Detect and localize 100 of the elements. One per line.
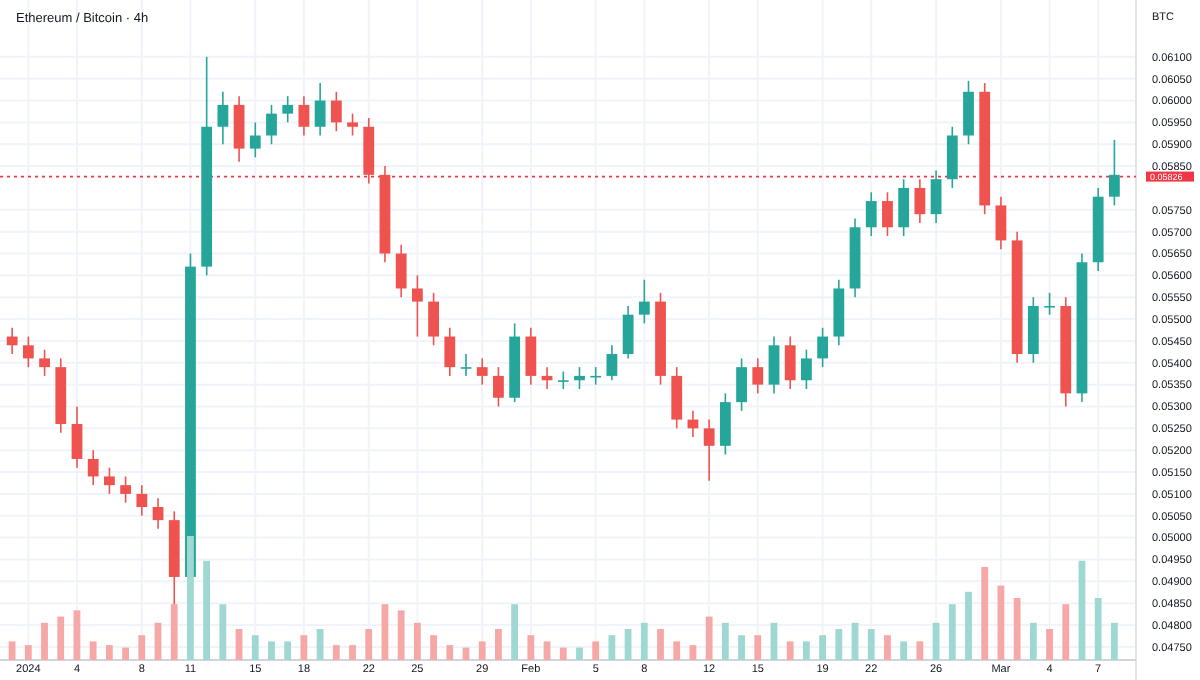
candlestick (946, 125, 958, 189)
bar (511, 604, 519, 660)
bar (640, 622, 648, 660)
candlestick (865, 191, 877, 237)
candlestick (898, 178, 910, 237)
candlestick (606, 344, 618, 382)
bar (122, 647, 129, 660)
bar (543, 641, 551, 660)
candlestick (6, 327, 18, 355)
bar (430, 635, 437, 660)
bar (284, 641, 292, 660)
candlestick (1108, 139, 1120, 207)
bar (1062, 604, 1070, 660)
candlestick (71, 405, 83, 469)
candlestick (104, 466, 115, 495)
candlestick (963, 80, 974, 146)
bar (138, 635, 146, 660)
bar (24, 645, 32, 660)
candlestick (444, 327, 456, 377)
bar (738, 635, 745, 660)
candlestick (249, 121, 261, 159)
bar (819, 635, 827, 660)
bar (916, 641, 924, 660)
bar (268, 641, 275, 660)
candlestick (1044, 292, 1055, 316)
bar (835, 629, 843, 660)
bar (981, 567, 989, 660)
bar (802, 641, 810, 660)
candlestick (476, 357, 488, 386)
candlestick (22, 335, 34, 368)
candlestick (671, 366, 683, 430)
bar (203, 560, 211, 660)
candlestick (282, 95, 294, 124)
candlestick (784, 335, 796, 390)
bar (349, 645, 356, 660)
bar (446, 645, 454, 660)
bar (673, 641, 681, 660)
candlestick (460, 353, 472, 377)
bar (57, 616, 65, 660)
candlestick (152, 497, 164, 530)
bar (705, 616, 713, 660)
candlestick (314, 82, 326, 137)
candlestick (768, 335, 780, 395)
candlestick (736, 357, 747, 412)
bar (721, 622, 729, 660)
candlestick (395, 243, 407, 299)
bar (365, 629, 373, 660)
candlestick (347, 112, 358, 137)
bar (170, 604, 178, 660)
bar (1110, 622, 1118, 660)
candlestick (298, 95, 310, 137)
bar (89, 641, 97, 660)
candlestick (411, 274, 423, 338)
bar (754, 635, 762, 660)
bar (397, 610, 405, 660)
candlestick (120, 475, 132, 504)
bar (332, 645, 340, 660)
candlestick (525, 327, 537, 386)
candlestick (703, 418, 715, 482)
candlestick (882, 191, 893, 237)
bar (41, 622, 48, 660)
candlestick (914, 178, 926, 224)
candlestick (638, 278, 650, 325)
candlestick (266, 104, 277, 146)
bar (592, 641, 600, 660)
candlestick (817, 327, 829, 368)
bar (478, 641, 486, 660)
candlestick (752, 357, 764, 395)
candlestick (930, 169, 942, 224)
bar (1094, 598, 1102, 660)
candlestick (574, 366, 585, 390)
candlestick (136, 484, 148, 517)
candlestick (217, 90, 229, 146)
bar (559, 647, 567, 660)
bar (495, 629, 502, 660)
bar (1029, 622, 1037, 660)
bar (413, 622, 421, 660)
candlestick (493, 366, 504, 408)
bar (608, 635, 616, 660)
bar (1046, 629, 1053, 660)
bar (300, 635, 308, 660)
candlestick (330, 90, 342, 132)
bar (900, 641, 908, 660)
candlestick (39, 348, 50, 377)
bar (576, 647, 583, 660)
candlestick (801, 348, 812, 390)
bar (786, 641, 794, 660)
candlestick (622, 305, 634, 360)
bar (105, 645, 113, 660)
bar (965, 591, 972, 660)
bar (251, 635, 259, 660)
bar (948, 604, 956, 660)
bar (884, 635, 891, 660)
bar (527, 635, 535, 660)
bar (867, 629, 875, 660)
candlestick (87, 449, 99, 486)
bar (657, 629, 664, 660)
bar (8, 641, 16, 660)
candlestick (719, 392, 731, 456)
bar (219, 604, 227, 660)
